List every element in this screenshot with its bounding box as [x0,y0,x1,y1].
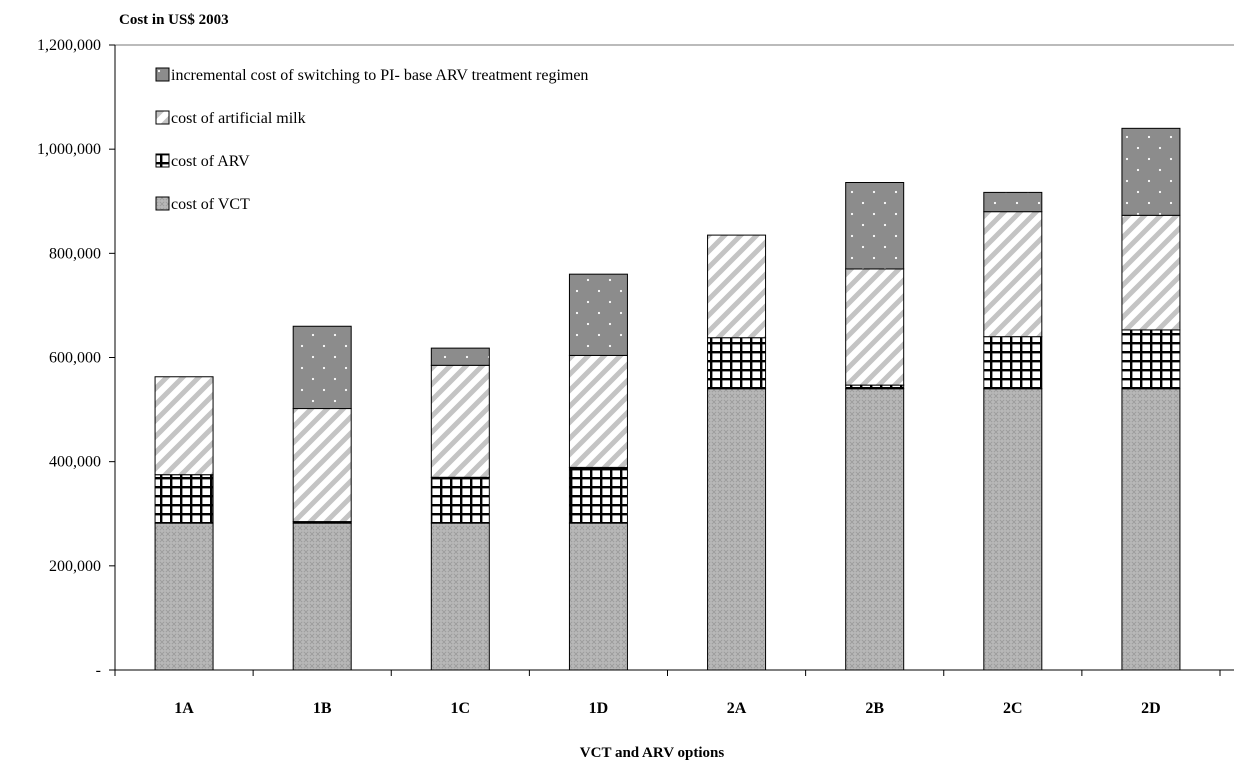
bar-segment-milk [1121,214,1181,331]
x-axis-ticks: 1A 1B 1C 1D 2A 2B 2C 2D [114,670,1221,717]
bar-segment-vct [983,388,1043,671]
bar-segment-arv [1121,329,1181,390]
y-tick-label: 600,000 [49,350,101,367]
legend-swatch-arv [155,153,170,168]
bar-segment-vct [707,388,767,671]
bar-segment-milk [154,376,214,476]
bars [154,127,1181,671]
bar-segment-switch [292,325,352,410]
y-tick-label: 200,000 [49,558,101,575]
legend-label-vct: cost of VCT [171,196,250,213]
y-tick-label: 800,000 [49,245,101,262]
bar-segment-milk [568,354,628,468]
bar-segment-vct [1121,388,1181,671]
x-tick-label: 2C [1003,700,1023,717]
bar-segment-arv [568,466,628,524]
x-tick-label: 2D [1141,700,1161,717]
bar-segment-switch [1121,127,1181,216]
y-tick-label: 400,000 [49,454,101,471]
x-tick-label: 1B [313,700,332,717]
bar-segment-arv [154,474,214,524]
legend: incremental cost of switching to PI- bas… [155,67,588,213]
legend-swatch-switch [155,67,170,82]
bar-segment-vct [154,522,214,671]
bar-segment-switch [430,347,490,366]
bar-segment-arv [983,336,1043,390]
y-tick-label: 1,200,000 [37,37,101,54]
bar-segment-vct [430,522,490,671]
y-axis-ticks: - 200,000 400,000 600,000 800,000 1,000,000 1,… [37,37,1234,679]
x-tick-label: 1C [451,700,471,717]
bar-segment-vct [845,388,905,671]
y-axis-title: Cost in US$ 2003 [119,12,229,28]
bar-segment-arv [707,337,767,390]
bar-segment-vct [292,522,352,671]
x-tick-label: 2B [865,700,884,717]
legend-swatch-vct [155,196,170,211]
x-tick-label: 2A [727,700,747,717]
x-axis-title: VCT and ARV options [580,745,725,761]
y-tick-label: 1,000,000 [37,141,101,158]
bar-segment-milk [292,408,352,523]
y-tick-label: - [96,662,101,679]
legend-label-arv: cost of ARV [171,153,250,170]
bar-segment-milk [430,364,490,478]
bar-segment-milk [845,268,905,386]
legend-label-switch: incremental cost of switching to PI- bas… [171,67,588,84]
bar-segment-arv [430,476,490,524]
legend-swatch-milk [155,110,170,125]
bar-segment-arv [845,384,905,390]
bar-segment-switch [983,191,1043,213]
bar-segment-milk [983,211,1043,338]
legend-label-milk: cost of artificial milk [171,110,306,127]
bar-segment-vct [568,522,628,671]
bar-segment-switch [568,273,628,356]
x-tick-label: 1D [589,700,609,717]
x-tick-label: 1A [174,700,194,717]
bar-segment-milk [707,234,767,339]
bar-segment-switch [845,182,905,270]
